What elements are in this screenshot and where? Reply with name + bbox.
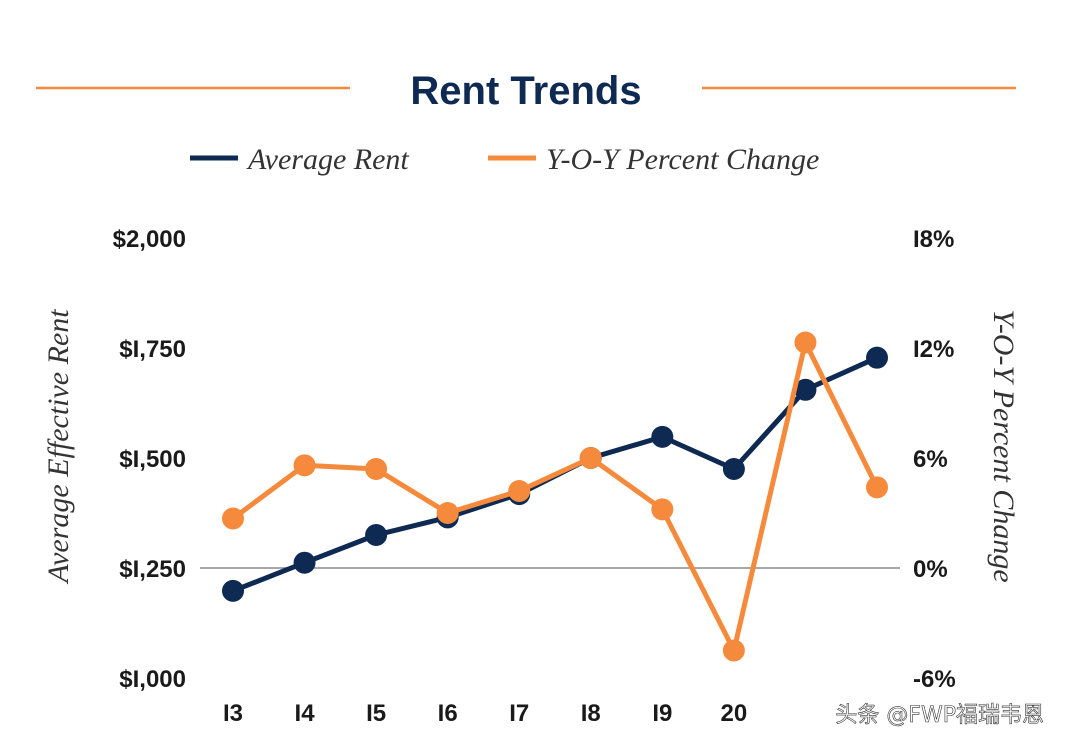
yoy-change-point	[651, 498, 674, 521]
right-axis-ticks: I8% I2% 6% 0% -6%	[913, 226, 956, 693]
x-tick-label: I7	[509, 700, 529, 727]
yoy-change-point	[365, 458, 388, 480]
left-tick-label: $2,000	[113, 226, 186, 253]
right-tick-label: I8%	[913, 226, 954, 253]
x-tick-label: I8	[581, 700, 601, 727]
yoy-change-point	[722, 639, 745, 662]
left-tick-label: $I,500	[119, 446, 186, 473]
watermark-text: 头条 @FWP福瑞韦恩	[835, 703, 1044, 728]
yoy-change-line	[230, 340, 880, 653]
series-layer	[222, 331, 888, 662]
right-tick-label: -6%	[913, 666, 956, 693]
right-tick-label: 0%	[913, 556, 948, 583]
average-rent-point	[651, 425, 674, 448]
left-tick-label: $I,000	[119, 666, 186, 693]
series-yoy-change	[222, 331, 888, 662]
x-axis-ticks: I3 I4 I5 I6 I7 I8 I9 20	[223, 700, 747, 727]
average-rent-point	[794, 378, 817, 401]
right-tick-label: 6%	[913, 446, 948, 473]
average-rent-point	[722, 458, 745, 480]
x-tick-label: I5	[366, 700, 386, 727]
average-rent-point	[222, 579, 244, 602]
left-axis-ticks: $2,000 $I,750 $I,500 $I,250 $I,000	[113, 226, 186, 693]
yoy-change-point	[436, 502, 459, 524]
right-axis-title: Y-O-Y Percent Change	[987, 309, 1020, 582]
x-tick-label: I6	[438, 700, 458, 727]
yoy-change-point	[794, 331, 817, 354]
yoy-change-point	[579, 447, 602, 469]
yoy-change-point	[222, 507, 244, 530]
chart-title: Rent Trends	[410, 69, 641, 113]
left-tick-label: $I,750	[119, 336, 186, 363]
x-tick-label: I4	[295, 700, 316, 727]
legend-label-average-rent: Average Rent	[246, 143, 409, 176]
yoy-change-point	[293, 454, 316, 477]
legend: Average Rent Y-O-Y Percent Change	[190, 143, 819, 176]
legend-label-yoy-change: Y-O-Y Percent Change	[546, 143, 819, 176]
x-tick-label: 20	[721, 700, 748, 727]
x-tick-label: I3	[223, 700, 243, 727]
right-tick-label: I2%	[913, 336, 954, 363]
average-rent-point	[293, 551, 316, 574]
yoy-change-point	[508, 480, 531, 502]
x-tick-label: I9	[652, 700, 672, 727]
yoy-change-point	[866, 476, 888, 499]
average-rent-point	[365, 524, 388, 546]
average-rent-point	[866, 346, 888, 369]
left-tick-label: $I,250	[119, 556, 186, 583]
left-axis-title: Average Effective Rent	[42, 309, 75, 585]
